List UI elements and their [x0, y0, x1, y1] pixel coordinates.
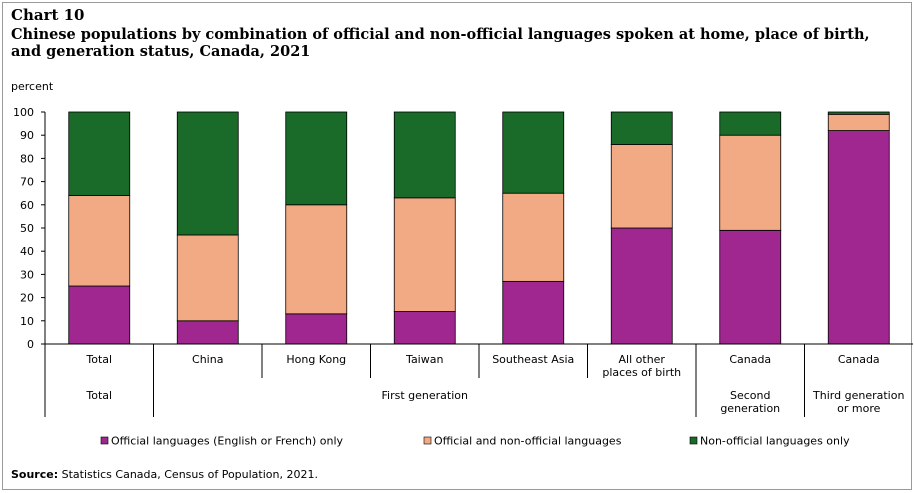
- source-label: Source:: [11, 468, 59, 481]
- legend-label: Non-official languages only: [700, 435, 850, 448]
- bar-segment-both: [393, 197, 456, 312]
- bar-segment-official: [68, 285, 131, 345]
- bar-segment-nonofficial: [610, 111, 673, 145]
- y-axis-unit-label: percent: [11, 80, 54, 93]
- x-group-label: First generation: [382, 389, 468, 402]
- bar-segment-both: [176, 234, 239, 322]
- x-category-label: Hong Kong: [286, 353, 346, 366]
- x-category-label: All other: [619, 353, 666, 366]
- bar-segment-nonofficial: [176, 111, 239, 236]
- chart-number: Chart 10: [11, 6, 85, 24]
- legend-swatch-official: [100, 436, 109, 445]
- legend-swatch-both: [423, 436, 432, 445]
- bar-segment-both: [719, 134, 782, 231]
- bar-segment-official: [176, 320, 239, 345]
- y-tick-label: 20: [20, 292, 34, 305]
- x-group-label: or more: [837, 402, 880, 415]
- x-group-label: Total: [85, 389, 112, 402]
- bar-segment-nonofficial: [502, 111, 565, 194]
- legend-swatch-nonofficial: [689, 436, 698, 445]
- x-category-label: places of birth: [602, 366, 681, 379]
- x-category-label: China: [192, 353, 223, 366]
- bar-segment-official: [719, 229, 782, 345]
- bar-segment-official: [827, 130, 890, 345]
- y-tick-label: 100: [13, 106, 34, 119]
- legend-label: Official languages (English or French) o…: [111, 435, 344, 448]
- y-tick-label: 10: [20, 315, 34, 328]
- bar-segment-nonofficial: [68, 111, 131, 196]
- bar-segment-official: [610, 227, 673, 345]
- y-tick-label: 60: [20, 199, 34, 212]
- bar-segment-nonofficial: [827, 111, 890, 115]
- chart-title: Chinese populations by combination of of…: [11, 26, 870, 60]
- x-category-label: Canada: [729, 353, 771, 366]
- bar-segment-nonofficial: [393, 111, 456, 199]
- bar-segment-both: [285, 204, 348, 315]
- bar-segment-both: [502, 192, 565, 282]
- bar-segment-both: [827, 113, 890, 131]
- y-tick-label: 0: [27, 338, 34, 351]
- source-note: Source: Statistics Canada, Census of Pop…: [11, 468, 318, 481]
- x-group-label: Second: [730, 389, 770, 402]
- y-tick-label: 90: [20, 129, 34, 142]
- bar-segment-nonofficial: [719, 111, 782, 136]
- bar-segment-official: [285, 313, 348, 345]
- y-tick-label: 70: [20, 176, 34, 189]
- source-text: Statistics Canada, Census of Population,…: [61, 468, 318, 481]
- x-group-label: Third generation: [812, 389, 904, 402]
- bar-segment-official: [502, 280, 565, 345]
- bar-segment-nonofficial: [285, 111, 348, 206]
- bar-segment-both: [68, 195, 131, 287]
- x-category-label: Southeast Asia: [492, 353, 574, 366]
- y-tick-label: 50: [20, 222, 34, 235]
- bar-segment-official: [393, 311, 456, 345]
- y-tick-label: 40: [20, 245, 34, 258]
- bar-segment-both: [610, 144, 673, 229]
- legend-label: Official and non-official languages: [434, 435, 622, 448]
- x-category-label: Canada: [838, 353, 880, 366]
- x-group-label: generation: [720, 402, 780, 415]
- x-category-label: Total: [85, 353, 112, 366]
- y-tick-label: 30: [20, 268, 34, 281]
- y-tick-label: 80: [20, 152, 34, 165]
- x-category-label: Taiwan: [405, 353, 443, 366]
